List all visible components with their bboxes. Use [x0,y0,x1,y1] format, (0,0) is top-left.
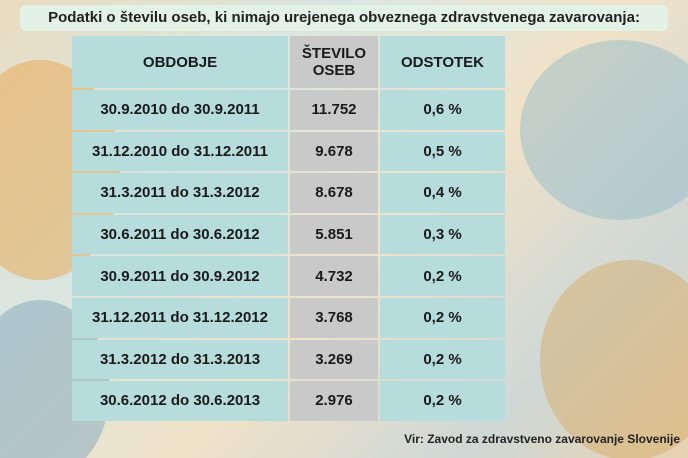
table-row: 30.6.2011 do 30.6.2012 5.851 0,3 % [72,214,505,255]
table-row: 31.12.2011 do 31.12.2012 3.768 0,2 % [72,297,505,338]
source-note: Vir: Zavod za zdravstveno zavarovanje Sl… [404,432,680,446]
table-cell: 3.269 [290,339,378,380]
table-cell: 31.3.2011 do 31.3.2012 [72,173,288,213]
table-row: 30.9.2011 do 30.9.2012 4.732 0,2 % [72,256,505,296]
table-cell: 31.3.2012 do 31.3.2013 [72,339,288,380]
title: Podatki o številu oseb, ki nimajo urejen… [20,5,668,31]
table-cell: 30.6.2011 do 30.6.2012 [72,214,288,255]
table-cell: 4.732 [290,256,378,296]
background-shape [540,260,688,458]
table-cell: 30.6.2012 do 30.6.2013 [72,381,288,421]
table-cell: 11.752 [290,90,378,130]
table-cell: 3.768 [290,297,378,338]
table-cell: 8.678 [290,173,378,213]
table-cell: 0,2 % [380,297,505,338]
table-cell: 5.851 [290,214,378,255]
table-cell: 2.976 [290,381,378,421]
table: OBDOBJE ŠTEVILO OSEB ODSTOTEK 30.9.2010 do … [72,36,505,423]
header-cell: ŠTEVILO OSEB [290,36,378,88]
table-cell: 30.9.2010 do 30.9.2011 [72,90,288,130]
table-cell: 9.678 [290,131,378,172]
table-cell: 31.12.2011 do 31.12.2012 [72,297,288,338]
table-cell: 0,2 % [380,381,505,421]
table-row: 30.6.2012 do 30.6.2013 2.976 0,2 % [72,381,505,421]
table-cell: 31.12.2010 do 31.12.2011 [72,131,288,172]
table-cell: 0,2 % [380,256,505,296]
header-cell: OBDOBJE [72,36,288,88]
table-cell: 30.9.2011 do 30.9.2012 [72,256,288,296]
table-row: 31.3.2011 do 31.3.2012 8.678 0,4 % [72,173,505,213]
table-row: 31.3.2012 do 31.3.2013 3.269 0,2 % [72,339,505,380]
table-cell: 0,2 % [380,339,505,380]
background-shape [520,40,688,220]
header-cell: ODSTOTEK [380,36,505,88]
table-row: 30.9.2010 do 30.9.2011 11.752 0,6 % [72,90,505,130]
table-cell: 0,5 % [380,131,505,172]
table-cell: 0,4 % [380,173,505,213]
table-cell: 0,3 % [380,214,505,255]
table-cell: 0,6 % [380,90,505,130]
header-row: OBDOBJE ŠTEVILO OSEB ODSTOTEK [72,36,505,88]
table-row: 31.12.2010 do 31.12.2011 9.678 0,5 % [72,131,505,172]
